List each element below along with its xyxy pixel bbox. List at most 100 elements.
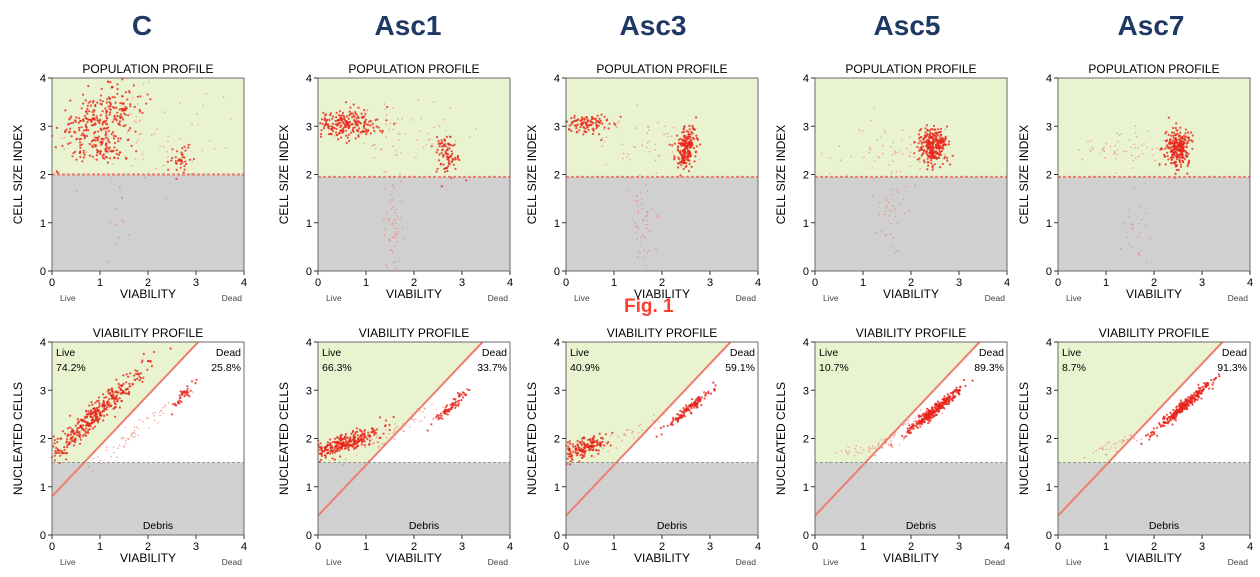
data-point bbox=[1130, 245, 1133, 248]
data-point bbox=[1118, 134, 1121, 136]
data-point bbox=[110, 132, 113, 136]
data-point bbox=[374, 118, 377, 122]
data-point bbox=[347, 133, 350, 136]
data-point bbox=[646, 214, 648, 216]
data-point bbox=[950, 398, 954, 401]
data-point bbox=[1167, 146, 1170, 149]
data-point bbox=[905, 186, 907, 188]
data-point bbox=[107, 139, 110, 142]
data-point bbox=[363, 115, 366, 118]
data-point bbox=[147, 417, 150, 420]
data-point bbox=[700, 404, 703, 407]
data-point bbox=[935, 143, 938, 145]
data-point bbox=[423, 416, 426, 419]
plot-title: POPULATION PROFILE bbox=[1088, 62, 1219, 76]
data-point bbox=[351, 431, 354, 434]
data-point bbox=[364, 128, 367, 131]
data-point bbox=[456, 400, 459, 403]
data-point bbox=[694, 155, 697, 158]
data-point bbox=[918, 142, 920, 145]
data-point bbox=[1179, 402, 1182, 405]
data-point bbox=[104, 148, 107, 151]
data-point bbox=[692, 147, 696, 150]
data-point bbox=[570, 457, 573, 460]
data-point bbox=[385, 136, 388, 138]
data-point bbox=[386, 211, 388, 214]
data-point bbox=[878, 213, 881, 216]
data-point bbox=[682, 409, 685, 412]
data-point bbox=[1144, 182, 1147, 185]
data-point bbox=[393, 244, 396, 247]
data-point bbox=[355, 113, 358, 116]
data-point bbox=[595, 444, 598, 447]
x-end-label-dead: Dead bbox=[222, 293, 243, 303]
data-point bbox=[1126, 236, 1128, 238]
data-point bbox=[343, 447, 346, 450]
data-point bbox=[319, 452, 322, 455]
data-point bbox=[131, 383, 134, 386]
data-point bbox=[682, 127, 686, 131]
y-tick-label: 4 bbox=[40, 73, 46, 85]
data-point bbox=[129, 103, 132, 106]
data-point bbox=[891, 193, 894, 196]
data-point bbox=[920, 154, 923, 157]
data-point bbox=[106, 150, 109, 153]
data-point bbox=[351, 445, 354, 448]
data-point bbox=[1210, 378, 1213, 382]
data-point bbox=[1185, 135, 1188, 138]
data-point bbox=[404, 237, 406, 240]
data-point bbox=[881, 439, 883, 441]
data-point bbox=[124, 392, 127, 395]
data-point bbox=[681, 416, 684, 419]
data-point bbox=[910, 427, 913, 430]
data-point bbox=[449, 144, 453, 147]
data-point bbox=[908, 424, 911, 427]
data-point bbox=[580, 444, 584, 447]
data-point bbox=[593, 440, 596, 443]
data-point bbox=[1203, 382, 1206, 385]
data-point bbox=[118, 236, 120, 239]
data-point bbox=[330, 125, 333, 128]
data-point bbox=[113, 400, 116, 403]
data-point bbox=[88, 404, 91, 407]
data-point bbox=[685, 140, 688, 143]
data-point bbox=[98, 122, 101, 125]
data-point bbox=[349, 106, 352, 109]
data-point bbox=[590, 123, 593, 126]
data-point bbox=[188, 158, 192, 161]
data-point bbox=[890, 145, 892, 148]
data-point bbox=[146, 368, 149, 371]
data-point bbox=[127, 438, 130, 441]
x-axis-label: VIABILITY bbox=[120, 287, 176, 301]
data-points bbox=[317, 388, 471, 466]
data-point bbox=[600, 445, 602, 448]
y-tick-label: 0 bbox=[1046, 530, 1052, 542]
data-point bbox=[422, 411, 424, 413]
data-point bbox=[93, 109, 96, 112]
data-point bbox=[354, 432, 357, 435]
data-point bbox=[324, 117, 327, 120]
data-point bbox=[352, 130, 355, 133]
data-point bbox=[141, 359, 144, 362]
data-point bbox=[1106, 442, 1109, 445]
data-point bbox=[1108, 449, 1110, 451]
plot-title: VIABILITY PROFILE bbox=[1099, 326, 1209, 340]
data-point bbox=[138, 120, 141, 122]
data-point bbox=[106, 260, 109, 263]
data-point bbox=[117, 137, 120, 140]
y-tick-label: 1 bbox=[1046, 482, 1052, 494]
data-point bbox=[696, 399, 700, 402]
data-point bbox=[928, 129, 931, 133]
data-point bbox=[80, 425, 83, 428]
data-point bbox=[1202, 387, 1205, 391]
data-point bbox=[73, 130, 76, 133]
data-point bbox=[351, 123, 354, 126]
data-point bbox=[445, 166, 448, 170]
data-point bbox=[87, 410, 90, 413]
data-point bbox=[85, 126, 88, 129]
data-point bbox=[1199, 392, 1202, 395]
data-point bbox=[1132, 159, 1134, 162]
data-point bbox=[84, 123, 88, 126]
data-point bbox=[102, 402, 105, 405]
